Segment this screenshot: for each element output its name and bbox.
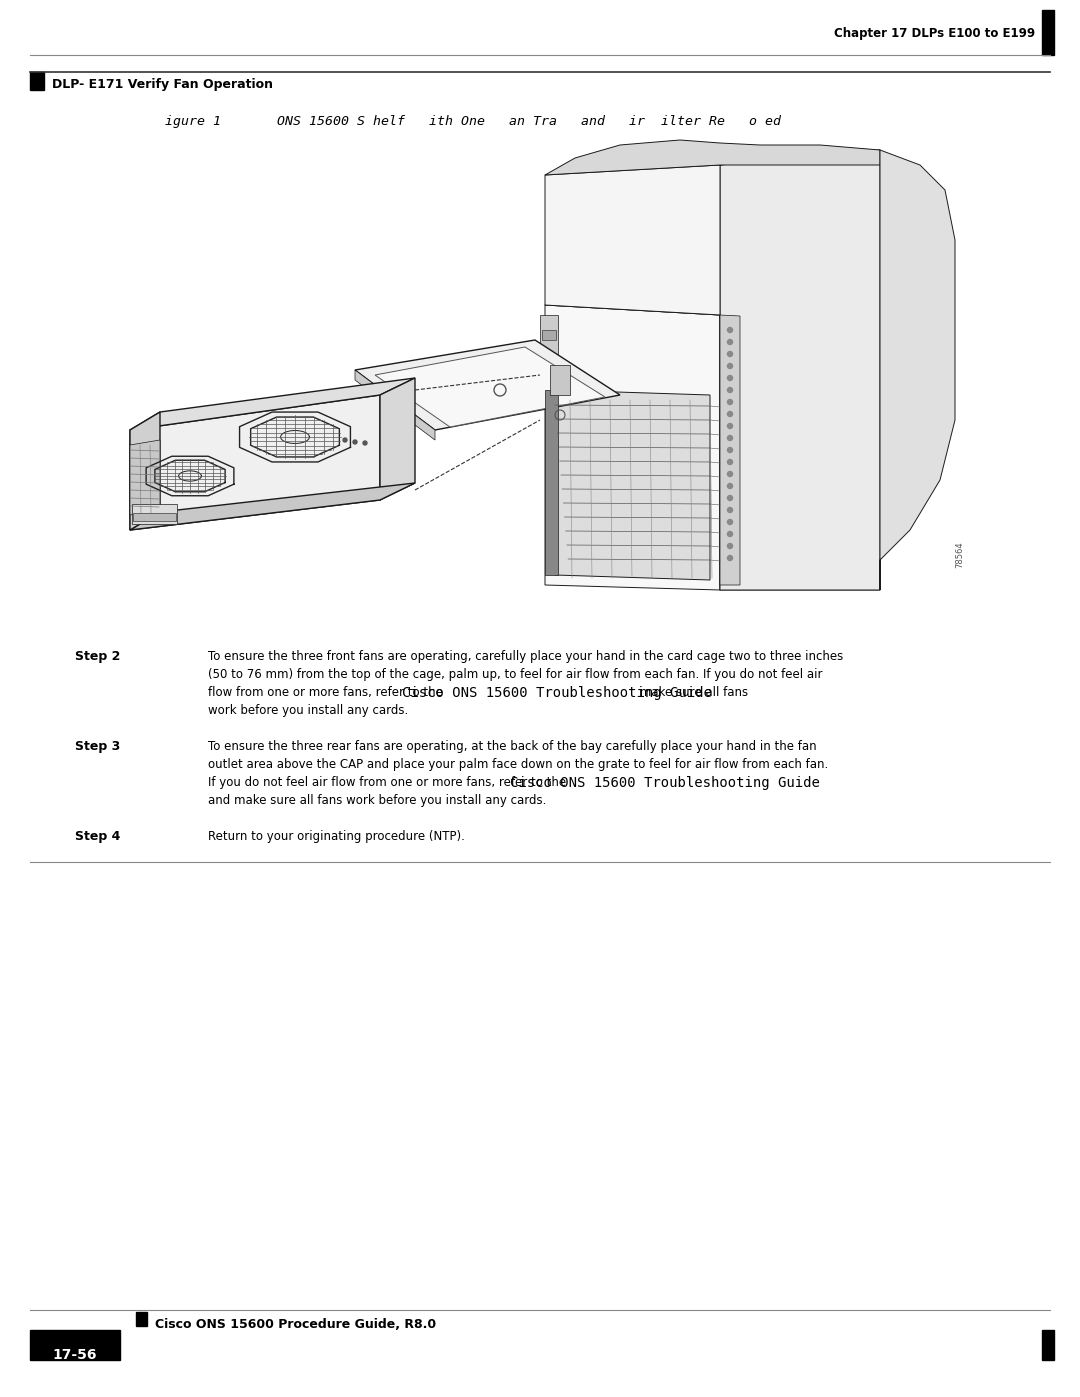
Text: Step 4: Step 4 — [75, 830, 120, 842]
Circle shape — [728, 327, 732, 332]
Polygon shape — [720, 314, 740, 585]
Polygon shape — [545, 215, 880, 314]
Text: Chapter 17 DLPs E100 to E199: Chapter 17 DLPs E100 to E199 — [834, 27, 1035, 41]
Polygon shape — [555, 390, 710, 580]
Circle shape — [363, 441, 367, 446]
Circle shape — [728, 496, 732, 500]
Polygon shape — [130, 412, 160, 529]
Text: DLP- E171 Verify Fan Operation: DLP- E171 Verify Fan Operation — [52, 78, 273, 91]
Circle shape — [728, 543, 732, 549]
Polygon shape — [355, 370, 435, 440]
Text: If you do not feel air flow from one or more fans, refer to the: If you do not feel air flow from one or … — [208, 775, 570, 789]
Circle shape — [728, 412, 732, 416]
Polygon shape — [545, 140, 880, 175]
Polygon shape — [380, 379, 415, 500]
Text: To ensure the three rear fans are operating, at the back of the bay carefully pl: To ensure the three rear fans are operat… — [208, 740, 816, 753]
Circle shape — [728, 483, 732, 489]
Text: Cisco ONS 15600 Troubleshooting Guide: Cisco ONS 15600 Troubleshooting Guide — [510, 775, 820, 789]
Text: igure 1       ONS 15600 S helf   ith One   an Tra   and   ir  ilter Re   o ed: igure 1 ONS 15600 S helf ith One an Tra … — [165, 115, 781, 129]
Text: Step 2: Step 2 — [75, 650, 120, 664]
Text: Cisco ONS 15600 Troubleshooting Guide: Cisco ONS 15600 Troubleshooting Guide — [402, 686, 712, 700]
Circle shape — [353, 440, 357, 444]
Polygon shape — [130, 483, 415, 529]
Bar — [542, 330, 556, 339]
Text: flow from one or more fans, refer to the: flow from one or more fans, refer to the — [208, 686, 447, 698]
Bar — [1042, 1330, 1054, 1361]
Polygon shape — [545, 305, 720, 590]
Polygon shape — [375, 346, 605, 427]
Circle shape — [728, 472, 732, 476]
Circle shape — [728, 400, 732, 405]
Circle shape — [728, 520, 732, 524]
Circle shape — [728, 387, 732, 393]
Polygon shape — [130, 395, 380, 529]
Text: To ensure the three front fans are operating, carefully place your hand in the c: To ensure the three front fans are opera… — [208, 650, 843, 664]
Text: 78564: 78564 — [956, 542, 964, 569]
Circle shape — [728, 352, 732, 356]
Polygon shape — [545, 149, 880, 175]
Circle shape — [728, 376, 732, 380]
Circle shape — [728, 507, 732, 513]
Polygon shape — [880, 149, 955, 590]
Polygon shape — [355, 339, 620, 430]
Text: Step 3: Step 3 — [75, 740, 120, 753]
Circle shape — [728, 531, 732, 536]
Polygon shape — [720, 231, 880, 590]
Bar — [550, 365, 570, 395]
Polygon shape — [545, 165, 720, 314]
Polygon shape — [720, 149, 880, 590]
Text: outlet area above the CAP and place your palm face down on the grate to feel for: outlet area above the CAP and place your… — [208, 759, 828, 771]
Bar — [30, 73, 44, 89]
Bar — [540, 314, 558, 360]
Bar — [30, 1330, 120, 1361]
Bar — [136, 1312, 147, 1326]
Circle shape — [728, 436, 732, 440]
Text: work before you install any cards.: work before you install any cards. — [208, 704, 408, 717]
Circle shape — [728, 460, 732, 464]
Circle shape — [728, 556, 732, 560]
Circle shape — [728, 363, 732, 369]
Bar — [132, 504, 177, 524]
Text: Cisco ONS 15600 Procedure Guide, R8.0: Cisco ONS 15600 Procedure Guide, R8.0 — [156, 1317, 436, 1331]
Polygon shape — [545, 390, 558, 576]
Bar — [133, 513, 176, 521]
Bar — [1042, 10, 1054, 54]
Polygon shape — [130, 379, 415, 430]
Circle shape — [343, 439, 347, 441]
Text: (50 to 76 mm) from the top of the cage, palm up, to feel for air flow from each : (50 to 76 mm) from the top of the cage, … — [208, 668, 823, 680]
Circle shape — [728, 447, 732, 453]
Text: Return to your originating procedure (NTP).: Return to your originating procedure (NT… — [208, 830, 464, 842]
Circle shape — [728, 339, 732, 345]
Text: 17-56: 17-56 — [53, 1348, 97, 1362]
Text: and make sure all fans work before you install any cards.: and make sure all fans work before you i… — [208, 793, 546, 807]
Text: make sure all fans: make sure all fans — [636, 686, 748, 698]
Circle shape — [728, 423, 732, 429]
Polygon shape — [130, 440, 160, 515]
